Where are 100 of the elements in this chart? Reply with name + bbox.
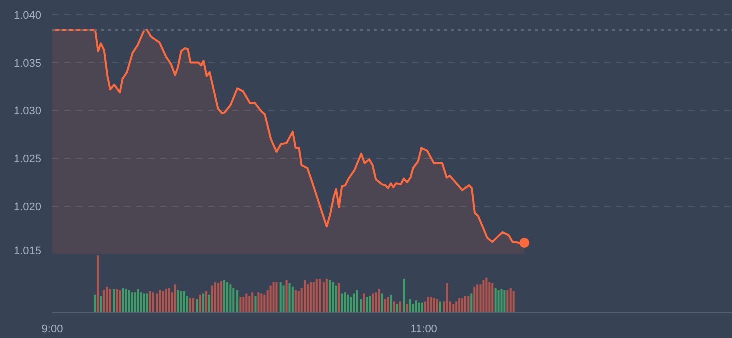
bar	[384, 299, 386, 312]
bar	[159, 290, 162, 312]
bar	[177, 290, 180, 312]
bar	[106, 286, 108, 312]
bar	[464, 296, 467, 312]
bar	[119, 290, 122, 312]
bar	[498, 290, 500, 312]
bar	[189, 298, 192, 312]
bar	[506, 290, 509, 312]
bar	[218, 284, 220, 312]
bar	[310, 282, 312, 312]
bar	[319, 278, 322, 312]
bar	[421, 302, 424, 312]
bar	[312, 282, 315, 312]
y-tick-label: 1.030	[14, 106, 42, 118]
bar	[116, 289, 118, 312]
bar	[486, 278, 488, 312]
bar	[125, 289, 128, 312]
y-tick-label: 1.040	[14, 10, 42, 22]
bar	[286, 280, 288, 312]
bar	[211, 286, 214, 312]
bar	[180, 291, 182, 312]
bar	[494, 288, 497, 312]
bar	[468, 296, 470, 312]
bar	[482, 280, 485, 312]
bar	[500, 289, 503, 312]
bar	[381, 294, 384, 312]
bar	[360, 299, 362, 312]
bar	[476, 284, 479, 312]
bar	[433, 298, 436, 312]
bar	[264, 294, 266, 312]
bar	[474, 286, 476, 312]
bar	[298, 291, 300, 312]
bar	[240, 297, 242, 312]
bar	[165, 289, 168, 312]
bar	[462, 298, 464, 312]
bar	[350, 297, 352, 312]
bar	[399, 302, 402, 312]
y-tick-label: 1.025	[14, 154, 42, 166]
bar	[143, 294, 146, 312]
bar	[94, 294, 96, 312]
bar	[168, 288, 170, 312]
bar	[113, 289, 116, 312]
bar	[430, 297, 433, 312]
bar	[162, 291, 164, 312]
bar	[140, 292, 142, 312]
bar	[276, 282, 278, 312]
bar	[356, 290, 358, 312]
bar	[436, 299, 438, 312]
bar	[390, 294, 392, 312]
bar	[353, 294, 356, 312]
bar	[446, 284, 449, 312]
bar	[458, 298, 461, 312]
bar	[226, 282, 229, 312]
bar	[347, 294, 350, 312]
bar	[128, 290, 130, 312]
bar	[174, 284, 176, 312]
bar	[488, 282, 491, 312]
bar	[329, 280, 332, 312]
bar	[100, 296, 102, 312]
bar	[403, 278, 406, 312]
bar	[378, 289, 380, 312]
bar	[415, 300, 418, 312]
bar	[292, 286, 294, 312]
bar	[341, 294, 344, 312]
bar	[366, 297, 368, 312]
bar	[252, 292, 254, 312]
bar	[288, 284, 291, 312]
bar	[492, 284, 494, 312]
bar	[344, 292, 346, 312]
bar	[248, 296, 251, 312]
bar	[236, 290, 239, 312]
bar	[202, 294, 205, 312]
bar	[510, 288, 512, 312]
bar	[270, 286, 272, 312]
bar	[406, 304, 408, 312]
bar	[294, 290, 297, 312]
bar	[316, 278, 318, 312]
bar	[137, 289, 140, 312]
bar	[230, 284, 232, 312]
bar	[322, 282, 325, 312]
bar	[254, 296, 257, 312]
bar	[375, 292, 378, 312]
bar	[246, 294, 248, 312]
bar	[102, 290, 105, 312]
bar	[412, 304, 414, 312]
bar	[280, 282, 282, 312]
bar	[258, 292, 260, 312]
bar	[131, 292, 134, 312]
bar	[214, 282, 216, 312]
bar	[439, 302, 442, 312]
bar	[338, 284, 340, 312]
bar	[156, 294, 158, 312]
bar	[418, 302, 420, 312]
bar	[470, 294, 473, 312]
bar	[266, 290, 269, 312]
bar	[152, 292, 154, 312]
bar	[456, 302, 458, 312]
bar	[206, 291, 208, 312]
bar	[387, 297, 390, 312]
